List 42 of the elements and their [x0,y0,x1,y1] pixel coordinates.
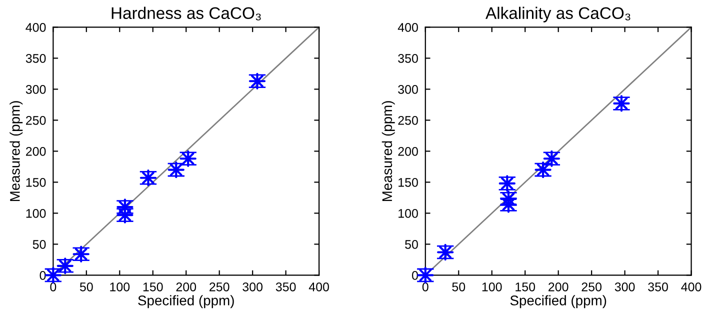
y-tick-label: 250 [398,116,418,125]
x-tick-label: 50 [452,282,466,292]
x-tick-label: 300 [242,282,263,292]
y-tick-label: 400 [398,23,418,32]
x-tick-label: 100 [110,282,130,292]
y-tick-label: 100 [26,209,46,218]
x-tick-label: 400 [308,282,329,292]
y-tick-label: 400 [26,23,46,32]
chart-title: Alkalinity as CaCO₃ [486,6,630,22]
y-axis-title: Measured (ppm) [10,101,23,201]
y-tick-label: 350 [26,54,46,63]
x-tick-label: 100 [482,282,502,292]
y-tick-label: 300 [26,85,46,94]
y-tick-label: 150 [26,178,46,187]
x-tick-label: 300 [614,282,635,292]
x-tick-label: 250 [582,282,602,292]
x-axis-title: Specified (ppm) [510,295,606,308]
x-tick-label: 0 [422,282,428,292]
chart-title: Hardness as CaCO₃ [112,6,261,20]
y-tick-label: 200 [26,147,46,156]
y-tick-label: 300 [398,85,418,94]
y-axis-title: Measured (ppm) [382,101,395,201]
x-tick-label: 0 [50,282,56,292]
x-tick-label: 350 [276,282,296,292]
y-tick-label: 250 [26,116,46,125]
x-tick-label: 400 [681,282,702,292]
x-tick-label: 350 [648,282,668,292]
y-tick-label: 200 [398,147,418,156]
x-tick-label: 250 [210,282,230,292]
y-tick-label: 0 [412,271,418,280]
x-tick-label: 150 [516,282,536,292]
x-axis-title: Specified (ppm) [138,295,234,308]
y-tick-label: 0 [40,271,46,280]
y-tick-label: 350 [398,54,418,63]
x-tick-label: 200 [548,282,568,292]
x-tick-label: 150 [143,282,163,292]
x-tick-label: 50 [80,282,93,292]
y-tick-label: 100 [398,209,418,218]
x-tick-label: 200 [176,282,196,292]
y-tick-label: 50 [405,240,418,249]
y-tick-label: 150 [398,178,418,187]
y-tick-label: 50 [32,240,46,249]
